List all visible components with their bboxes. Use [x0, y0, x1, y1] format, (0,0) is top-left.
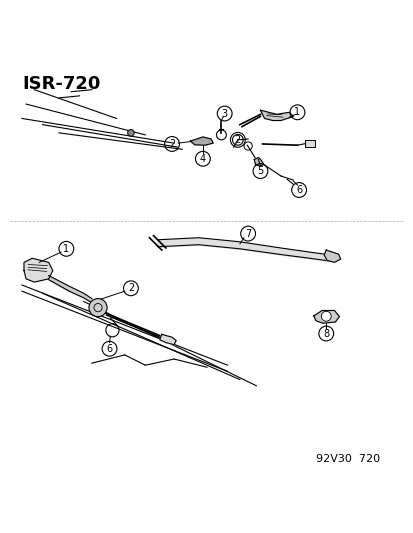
Circle shape — [127, 130, 134, 136]
Circle shape — [89, 298, 107, 317]
Text: 2: 2 — [234, 135, 240, 145]
Text: 8: 8 — [323, 328, 328, 338]
Text: 6: 6 — [295, 185, 301, 195]
Text: 5: 5 — [257, 166, 263, 176]
Polygon shape — [24, 259, 53, 282]
Polygon shape — [260, 110, 293, 120]
Text: 6: 6 — [106, 344, 112, 354]
Text: 3: 3 — [221, 109, 227, 118]
Text: 2: 2 — [128, 284, 134, 293]
Text: 1: 1 — [63, 244, 69, 254]
Text: 92V30  720: 92V30 720 — [315, 454, 379, 464]
Circle shape — [320, 311, 330, 321]
Text: 4: 4 — [199, 154, 205, 164]
Text: ISR-720: ISR-720 — [22, 75, 100, 93]
Text: 7: 7 — [244, 229, 251, 239]
Polygon shape — [190, 137, 213, 145]
Text: 1: 1 — [294, 107, 300, 117]
Polygon shape — [159, 334, 176, 345]
Polygon shape — [323, 250, 340, 262]
Polygon shape — [254, 158, 263, 166]
FancyBboxPatch shape — [304, 140, 314, 147]
Polygon shape — [313, 311, 339, 323]
Text: 2: 2 — [169, 139, 175, 149]
